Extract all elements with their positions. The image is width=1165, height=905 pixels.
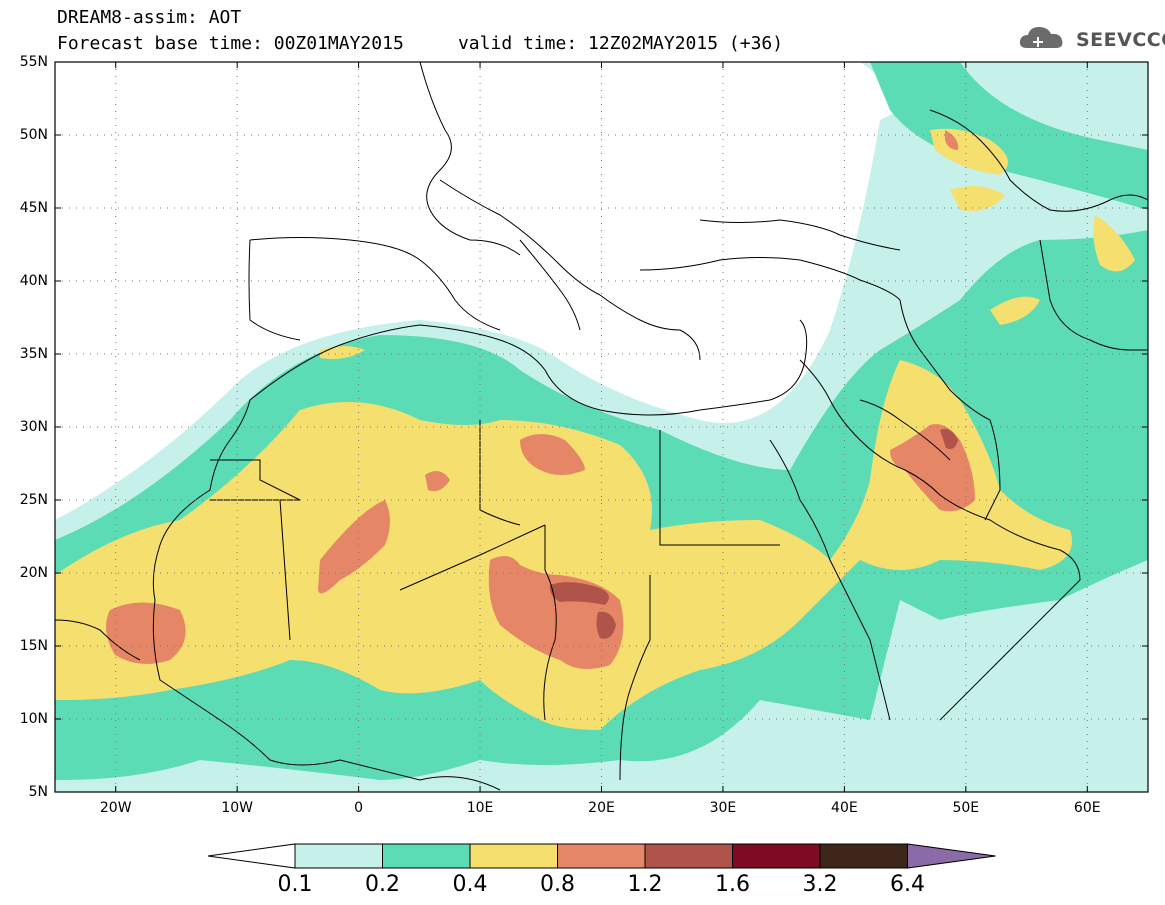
forecast-time-info: Forecast base time: 00Z01MAY2015 valid t… [57,33,784,54]
colorbar-label: 1.6 [715,872,750,897]
map-grid [55,62,1148,792]
lat-label: 45N [19,200,48,216]
lat-label: 30N [19,419,48,435]
colorbar-right-arrow [907,843,996,869]
lon-label: 20W [99,800,132,816]
ticks [55,61,1148,793]
lat-label: 10N [19,711,48,727]
lon-label: 20E [588,800,615,816]
colorbar-segment [469,843,558,869]
colorbar-segment [557,843,646,869]
lon-label: 40E [831,800,858,816]
logo-text: SEEVCCC [1076,29,1165,51]
lat-label: 20N [19,565,48,581]
lat-label: 15N [19,638,48,654]
lon-label: 30E [709,800,737,816]
colorbar-label: 0.1 [277,872,313,897]
colorbar-label: 6.4 [890,872,925,897]
lat-label: 55N [19,54,48,70]
lat-label: 40N [19,273,48,289]
lon-label: 0 [354,800,364,816]
colorbar-segment [294,843,383,869]
lat-label: 25N [19,492,48,508]
colorbar-segment [819,843,908,869]
lat-label: 35N [19,346,48,362]
aot-contour-0.4 [55,128,1135,730]
colorbar-left-arrow [207,843,296,869]
colorbar-segment [732,843,821,869]
colorbar-segment [644,843,733,869]
colorbar [207,843,996,869]
colorbar-label: 3.2 [802,872,838,897]
colorbar-label: 0.4 [452,872,488,897]
colorbar-segment [382,843,471,869]
lat-label: 50N [19,127,48,143]
lat-label: 5N [28,784,48,800]
lon-label: 60E [1073,800,1101,816]
lon-label: 10W [221,800,253,816]
colorbar-label: 0.2 [365,872,400,897]
cloud-icon [1019,27,1063,48]
lon-label: 10E [466,800,494,816]
colorbar-label: 0.8 [540,872,575,897]
lon-label: 50E [952,800,980,816]
colorbar-label: 1.2 [627,872,663,897]
map-title: DREAM8-assim: AOT [57,7,242,28]
aot-contour-1.2 [549,428,958,639]
